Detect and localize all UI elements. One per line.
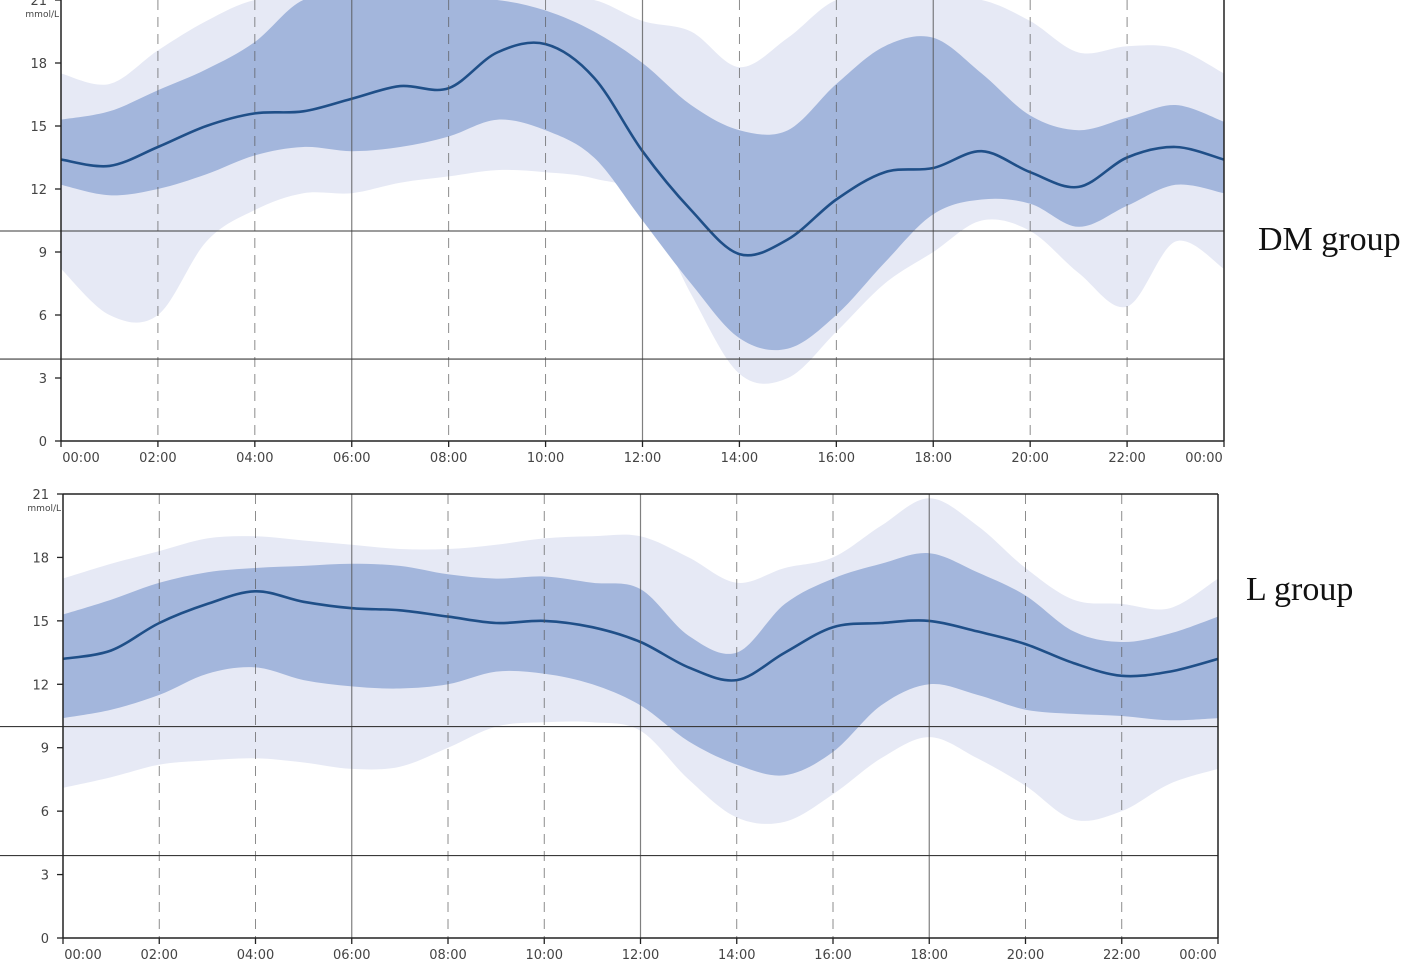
y-tick-label: 0 <box>39 435 47 450</box>
x-tick-label: 16:00 <box>814 948 851 963</box>
y-tick-label: 0 <box>41 932 49 947</box>
x-tick-label: 08:00 <box>429 948 466 963</box>
y-tick-label: 6 <box>39 309 47 324</box>
x-tick-label: 16:00 <box>818 451 855 466</box>
y-tick-label: 12 <box>30 183 47 198</box>
y-tick-label: 21 <box>32 488 49 503</box>
x-tick-label: 02:00 <box>141 948 178 963</box>
group-label: DM group <box>1258 221 1401 258</box>
x-tick-label: 10:00 <box>527 451 564 466</box>
y-tick-label: 15 <box>32 615 49 630</box>
x-tick-label: 12:00 <box>622 948 659 963</box>
x-tick-label: 06:00 <box>333 451 370 466</box>
y-tick-label: 15 <box>30 120 47 135</box>
y-tick-label: 18 <box>30 57 47 72</box>
group-label: L group <box>1246 571 1353 608</box>
x-tick-label: 00:00 <box>62 451 99 466</box>
y-unit-label: mmol/L <box>25 10 59 20</box>
y-tick-label: 9 <box>39 246 47 261</box>
x-tick-label: 22:00 <box>1108 451 1145 466</box>
x-tick-label: 20:00 <box>1011 451 1048 466</box>
x-tick-label: 00:00 <box>1185 451 1222 466</box>
y-tick-label: 12 <box>32 678 49 693</box>
y-unit-label: mmol/L <box>27 504 61 514</box>
x-tick-label: 18:00 <box>915 451 952 466</box>
x-tick-label: 04:00 <box>237 948 274 963</box>
x-tick-label: 00:00 <box>64 948 101 963</box>
x-tick-label: 20:00 <box>1007 948 1044 963</box>
x-tick-label: 02:00 <box>139 451 176 466</box>
y-tick-label: 18 <box>32 551 49 566</box>
x-tick-label: 14:00 <box>721 451 758 466</box>
y-tick-label: 21 <box>30 0 47 9</box>
x-tick-label: 06:00 <box>333 948 370 963</box>
x-tick-label: 14:00 <box>718 948 755 963</box>
x-tick-label: 00:00 <box>1179 948 1216 963</box>
x-tick-label: 04:00 <box>236 451 273 466</box>
y-tick-label: 3 <box>39 372 47 387</box>
y-tick-label: 9 <box>41 742 49 757</box>
x-tick-label: 08:00 <box>430 451 467 466</box>
x-tick-label: 10:00 <box>526 948 563 963</box>
x-tick-label: 12:00 <box>624 451 661 466</box>
x-tick-label: 18:00 <box>911 948 948 963</box>
y-tick-label: 6 <box>41 805 49 820</box>
x-tick-label: 22:00 <box>1103 948 1140 963</box>
y-tick-label: 3 <box>41 869 49 884</box>
